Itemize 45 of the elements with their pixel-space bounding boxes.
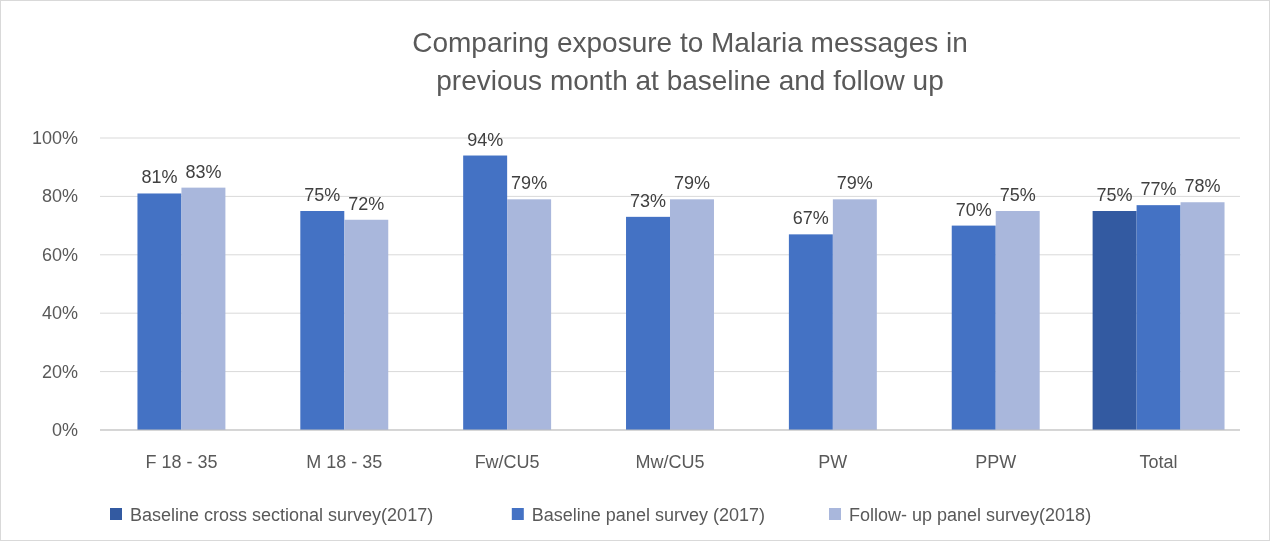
bar — [344, 219, 389, 430]
x-tick-label: F 18 - 35 — [145, 452, 218, 472]
bar — [181, 187, 226, 430]
data-label: 75% — [304, 185, 341, 205]
legend-label: Baseline cross sectional survey(2017) — [130, 505, 434, 525]
y-tick-label: 100% — [31, 128, 78, 148]
data-label: 70% — [955, 199, 992, 220]
data-label: 77% — [1140, 179, 1177, 200]
bar — [788, 234, 833, 430]
data-label: 79% — [673, 173, 710, 194]
data-label: 75% — [1096, 185, 1133, 205]
x-tick-label: Total — [1139, 452, 1178, 472]
data-label: 83% — [185, 161, 222, 182]
bar — [832, 199, 877, 430]
x-tick-label: PW — [818, 452, 848, 472]
bar — [1092, 211, 1137, 430]
data-label: 72% — [348, 193, 385, 214]
bar — [995, 211, 1040, 430]
data-label: 81% — [141, 167, 178, 188]
data-label: 79% — [511, 173, 548, 194]
bar — [137, 193, 182, 430]
bar — [300, 211, 345, 430]
bar — [507, 199, 552, 430]
bar — [463, 155, 508, 430]
x-tick-label: M 18 - 35 — [306, 452, 383, 472]
legend-label: Follow- up panel survey(2018) — [849, 505, 1092, 525]
x-tick-label: PPW — [975, 452, 1017, 472]
data-label: 67% — [792, 208, 829, 229]
bar — [670, 199, 714, 430]
data-label: 75% — [999, 185, 1036, 205]
y-tick-label: 0% — [51, 420, 78, 440]
x-tick-label: Mw/CU5 — [635, 452, 705, 472]
data-label: 94% — [467, 129, 504, 150]
y-tick-label: 20% — [41, 361, 78, 382]
data-label: 73% — [630, 190, 667, 211]
x-tick-label: Fw/CU5 — [474, 452, 540, 472]
bar — [951, 225, 996, 430]
y-tick-label: 60% — [41, 244, 78, 265]
bar — [626, 216, 670, 430]
legend-label: Baseline panel survey (2017) — [531, 505, 765, 525]
chart-title: Comparing exposure to Malaria messages in previous month at baseline and follow up — [412, 27, 968, 96]
y-tick-label: 80% — [41, 186, 78, 207]
data-label: 79% — [836, 173, 873, 194]
data-label: 78% — [1184, 176, 1221, 197]
y-tick-label: 40% — [41, 303, 78, 324]
